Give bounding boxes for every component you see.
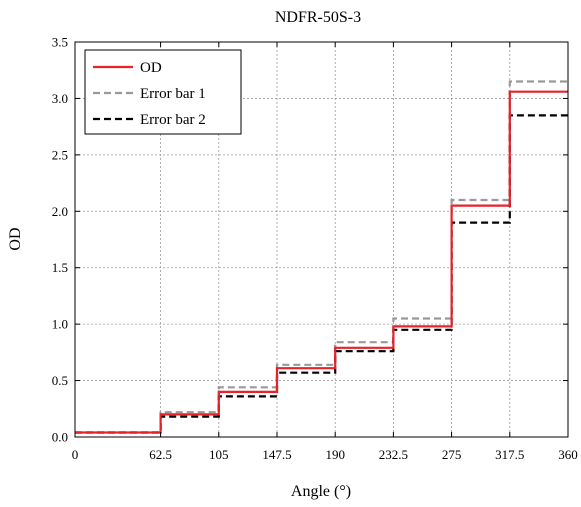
y-tick-label: 2.0	[52, 204, 68, 219]
y-tick-label: 0.0	[52, 430, 68, 445]
x-tick-label: 232.5	[379, 447, 408, 462]
y-tick-label: 3.5	[52, 35, 68, 50]
plot-frame	[74, 41, 569, 438]
series-od-line	[75, 90, 568, 434]
x-tick-label: 317.5	[495, 447, 524, 462]
y-tick-label: 1.5	[52, 260, 68, 275]
x-tick-label: 360	[558, 447, 578, 462]
x-tick-label: 62.5	[149, 447, 172, 462]
y-tick-label: 3.0	[52, 91, 68, 106]
y-axis-label: OD	[7, 227, 24, 250]
x-axis-label: Angle (°)	[291, 483, 351, 500]
legend: OD Error bar 1 Error bar 2	[84, 49, 242, 135]
y-tick-label: 1.0	[52, 317, 68, 332]
x-tick-label: 147.5	[262, 447, 291, 462]
series-error-bar-1-line	[75, 80, 568, 434]
legend-label-od: OD	[140, 60, 162, 76]
axis-ticks: 0 62.5 105 147.5 190 232.5 275 317.5 360 0.0 0.5 1.…	[52, 35, 578, 463]
y-tick-label: 0.5	[52, 373, 68, 388]
legend-label-error-bar-1: Error bar 1	[140, 86, 206, 102]
x-tick-label: 275	[442, 447, 462, 462]
plot-series	[75, 80, 568, 434]
x-tick-label: 105	[209, 447, 229, 462]
legend-label-error-bar-2: Error bar 2	[140, 112, 206, 128]
x-tick-label: 190	[325, 447, 345, 462]
x-tick-label: 0	[72, 447, 79, 462]
chart-title: NDFR-50S-3	[275, 9, 361, 26]
y-tick-label: 2.5	[52, 147, 68, 162]
